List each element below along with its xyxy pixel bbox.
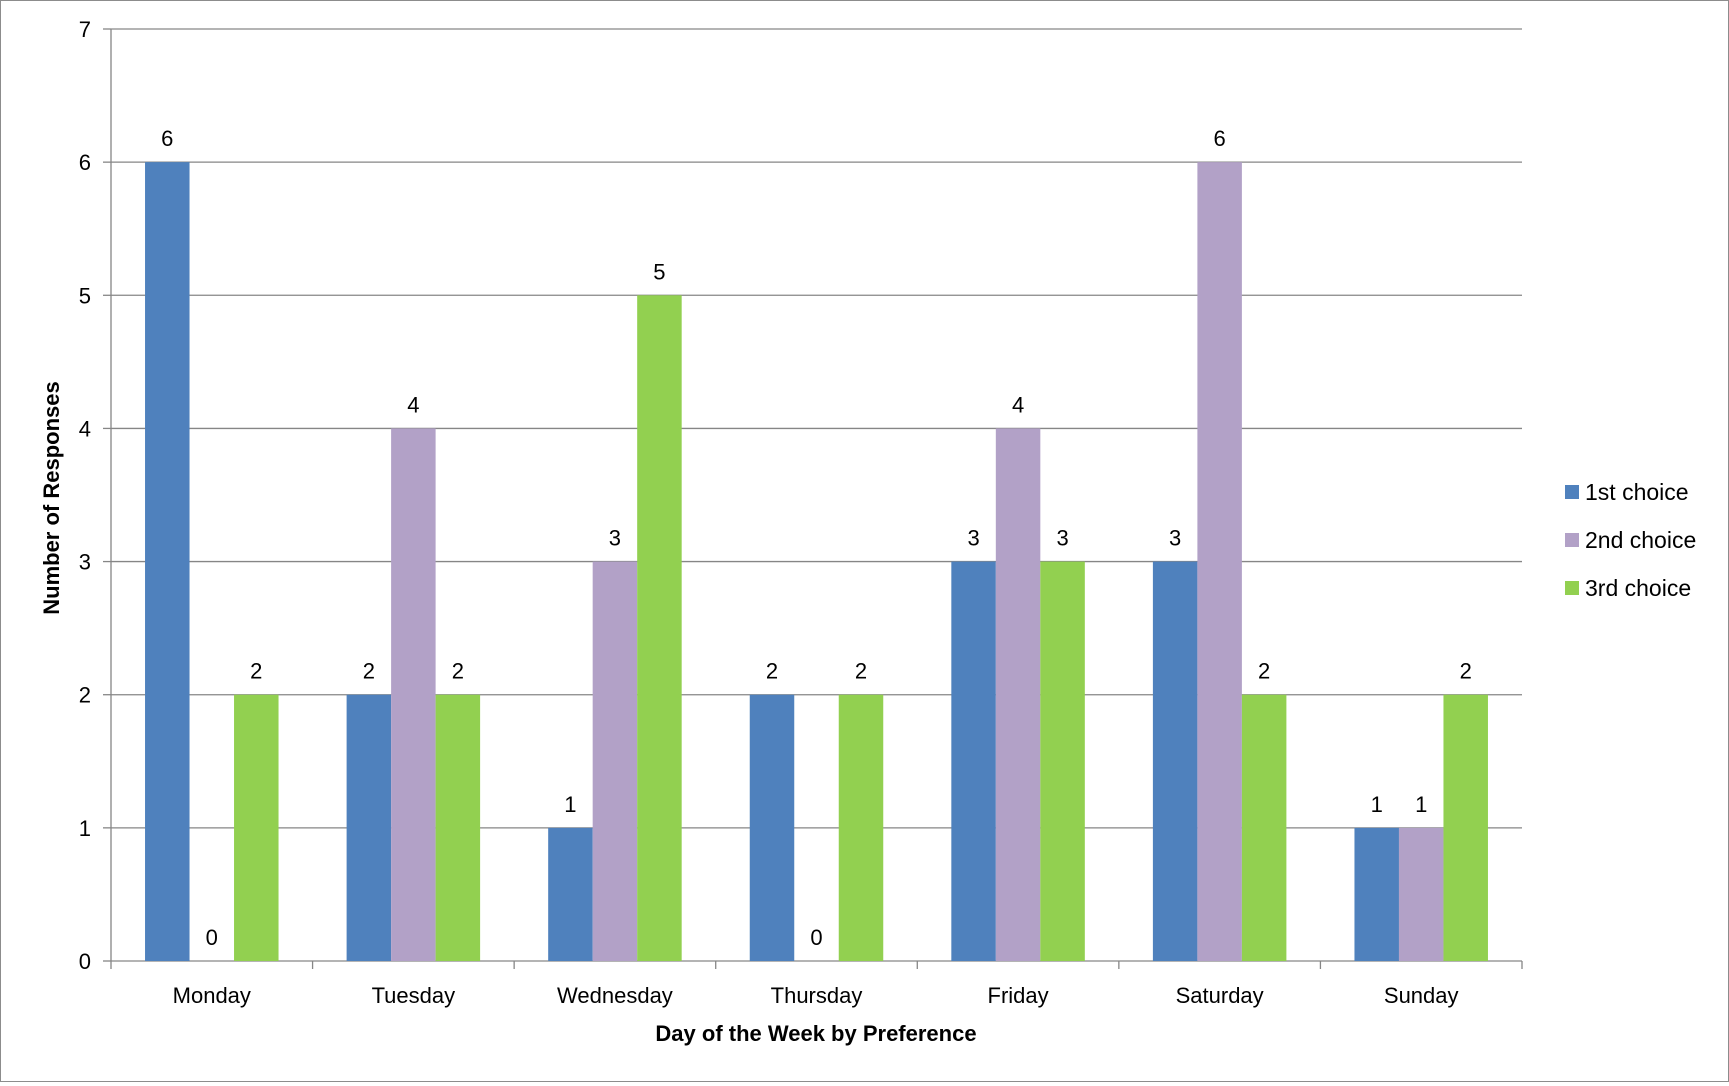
y-tick-label: 5 [79, 283, 91, 308]
data-label: 2 [1258, 659, 1270, 684]
y-tick-label: 0 [79, 949, 91, 974]
y-tick-label: 2 [79, 683, 91, 708]
x-tick-label: Wednesday [557, 983, 673, 1008]
bar [838, 694, 884, 961]
bar [749, 694, 795, 961]
bar [1197, 162, 1242, 962]
bar [1443, 694, 1488, 961]
x-tick-label: Tuesday [372, 983, 456, 1008]
data-label: 2 [1460, 659, 1472, 684]
y-tick-label: 3 [79, 550, 91, 575]
bars [145, 162, 1488, 962]
data-label: 2 [363, 659, 375, 684]
axes: 0 1 2 3 4 5 6 7 Monday Tuesday Wednesday Thursday Fr… [79, 17, 1523, 1008]
legend-label: 1st choice [1585, 479, 1689, 505]
bar [1152, 561, 1198, 961]
y-tick-label: 6 [79, 150, 91, 175]
x-tick-label: Monday [173, 983, 251, 1008]
bar [391, 428, 436, 961]
data-label: 1 [1415, 792, 1427, 817]
bar [995, 428, 1041, 961]
gridlines [111, 28, 1522, 829]
x-tick-label: Saturday [1176, 983, 1264, 1008]
bar [1398, 827, 1444, 961]
data-label: 2 [452, 659, 464, 684]
data-label: 6 [161, 126, 173, 151]
data-label: 0 [810, 925, 822, 950]
legend-swatch [1565, 485, 1579, 499]
bar [951, 561, 996, 961]
legend: 1st choice 2nd choice 3rd choice [1565, 479, 1696, 601]
bar [1354, 827, 1399, 961]
data-label: 1 [1371, 792, 1383, 817]
y-tick-label: 1 [79, 816, 91, 841]
data-label: 2 [855, 659, 867, 684]
x-tick-label: Sunday [1384, 983, 1459, 1008]
data-label: 6 [1214, 126, 1226, 151]
bar [637, 295, 682, 961]
data-label: 1 [564, 792, 576, 817]
y-tick-label: 7 [79, 17, 91, 42]
bar [145, 162, 190, 962]
data-label: 4 [407, 392, 419, 417]
data-label: 3 [1056, 526, 1068, 551]
legend-swatch [1565, 533, 1579, 547]
bar [435, 694, 481, 961]
bar [234, 694, 279, 961]
legend-label: 2nd choice [1585, 527, 1696, 553]
data-label: 2 [250, 659, 262, 684]
data-label: 3 [1169, 526, 1181, 551]
data-label: 4 [1012, 392, 1024, 417]
x-tick-label: Friday [988, 983, 1049, 1008]
x-axis-title: Day of the Week by Preference [655, 1021, 976, 1046]
x-tick-label: Thursday [771, 983, 863, 1008]
legend-swatch [1565, 581, 1579, 595]
bar [346, 694, 392, 961]
bar [1241, 694, 1287, 961]
y-axis-title: Number of Responses [39, 381, 64, 615]
bar [592, 561, 638, 961]
data-label: 2 [766, 659, 778, 684]
bar [1040, 561, 1085, 961]
legend-label: 3rd choice [1585, 575, 1691, 601]
data-label: 3 [609, 526, 621, 551]
y-tick-label: 4 [79, 416, 91, 441]
data-label: 3 [967, 526, 979, 551]
data-label: 0 [206, 925, 218, 950]
bar [548, 827, 593, 961]
data-labels: 6 0 2 2 4 2 1 3 5 2 0 2 3 4 3 3 6 2 1 1 2 [161, 126, 1472, 950]
data-label: 5 [653, 259, 665, 284]
